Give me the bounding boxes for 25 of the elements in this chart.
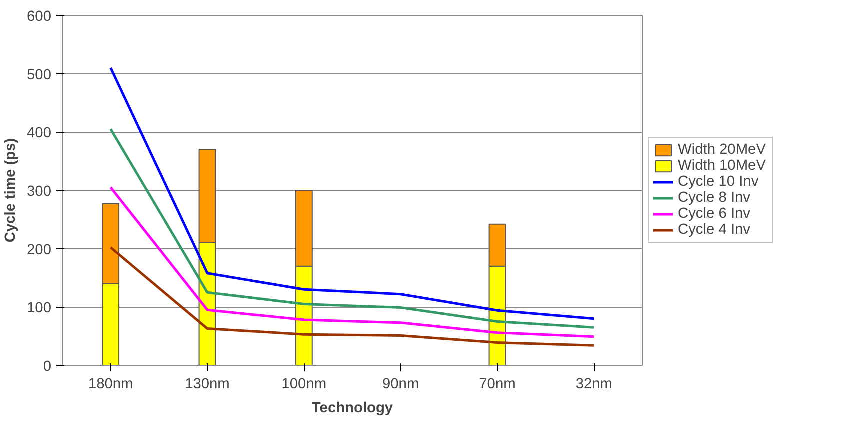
x-axis-title: Technology [312, 400, 394, 416]
x-tick-label: 130nm [185, 376, 230, 392]
y-tick-label: 500 [27, 67, 52, 84]
legend-label: Width 10MeV [678, 158, 767, 174]
y-tick-label: 100 [27, 300, 52, 317]
y-tick-label: 0 [43, 359, 52, 375]
legend-label: Cycle 6 Inv [678, 206, 752, 222]
x-tick-label: 180nm [88, 376, 134, 392]
y-tick-label: 400 [27, 126, 52, 142]
legend-label: Width 20MeV [678, 142, 767, 158]
line-series [110, 128, 596, 329]
legend-label: Cycle 4 Inv [678, 222, 752, 238]
line-series [110, 186, 596, 338]
x-tick-label: 32nm [576, 376, 613, 392]
x-tick-label: 70nm [479, 376, 516, 392]
y-tick-label: 600 [27, 9, 52, 25]
legend-label: Cycle 8 Inv [678, 190, 752, 206]
y-tick-label: 200 [27, 242, 52, 258]
legend-label: Cycle 10 Inv [678, 174, 760, 190]
line-series [110, 66, 596, 320]
x-tick-label: 90nm [382, 376, 420, 392]
y-axis-title: Cycle time (ps) [3, 138, 20, 243]
line-series [110, 246, 596, 347]
y-tick-label: 300 [27, 184, 52, 200]
x-tick-label: 100nm [282, 376, 327, 392]
